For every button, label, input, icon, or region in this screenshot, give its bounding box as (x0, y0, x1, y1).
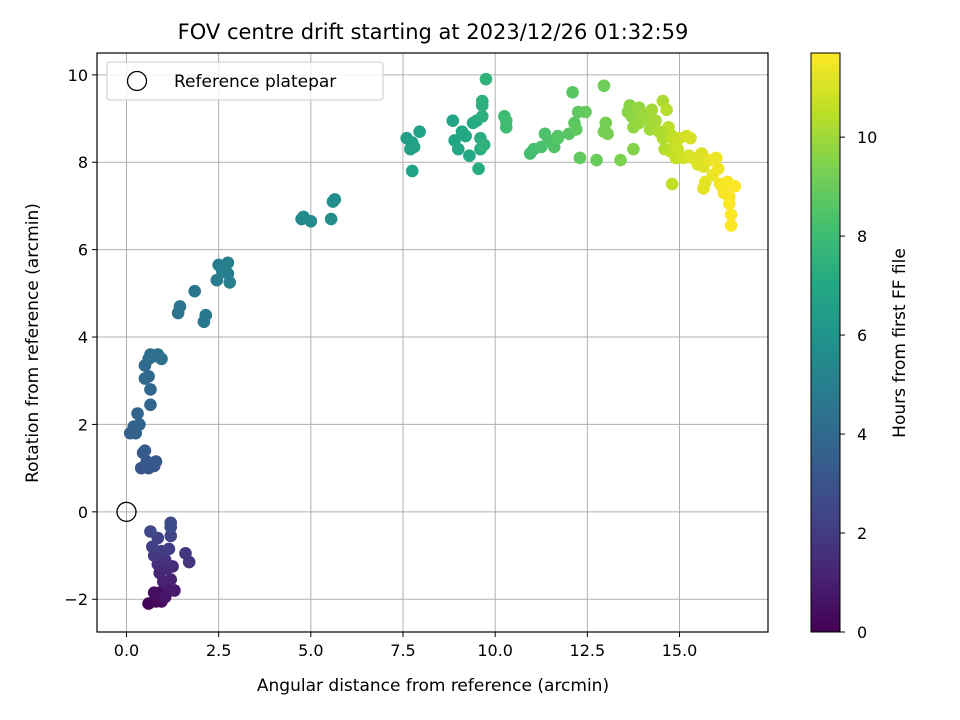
legend-label: Reference platepar (174, 72, 336, 92)
data-point (579, 105, 592, 119)
colorbar-tick-label: 10 (857, 128, 877, 147)
data-point (144, 525, 157, 538)
y-tick-label: −2 (64, 590, 88, 609)
colorbar-tick-label: 0 (857, 623, 867, 642)
colorbar-gradient (810, 52, 841, 633)
data-point (144, 398, 157, 412)
data-point (649, 114, 662, 128)
data-point (573, 151, 587, 165)
data-point (479, 72, 493, 86)
data-point (324, 212, 338, 226)
y-axis-ticks: −2 0 2 4 6 8 10 (64, 66, 97, 609)
data-point (590, 153, 603, 167)
colorbar-tick-label: 2 (857, 524, 867, 543)
x-axis-ticks: 0.0 2.5 5.0 7.5 10.0 12.5 15.0 (114, 632, 698, 660)
colorbar-ticks: 0 2 4 6 8 10 (840, 128, 877, 642)
data-point (645, 103, 659, 117)
data-point (660, 103, 673, 117)
data-point (711, 162, 725, 176)
colorbar-tick-label: 6 (857, 326, 867, 345)
data-point (328, 193, 342, 206)
reference-marker (116, 501, 137, 522)
data-point (155, 352, 168, 366)
data-point (164, 520, 178, 534)
data-point (188, 284, 202, 298)
legend-box (106, 61, 384, 101)
data-point (138, 444, 152, 457)
data-points (123, 72, 742, 610)
data-point (684, 131, 697, 145)
data-point (164, 573, 178, 586)
data-point (728, 179, 742, 193)
data-point (463, 149, 476, 162)
y-tick-label: 6 (78, 241, 88, 260)
data-point (627, 142, 640, 156)
data-point (475, 94, 489, 108)
data-point (168, 584, 181, 597)
data-point (722, 197, 736, 211)
data-point (405, 164, 419, 178)
x-tick-label: 15.0 (662, 641, 698, 660)
colorbar-tick-label: 4 (857, 425, 867, 444)
data-point (601, 127, 614, 141)
y-tick-label: 8 (78, 153, 88, 172)
data-point (665, 177, 679, 191)
data-point (710, 151, 723, 165)
data-point (413, 125, 426, 138)
data-point (599, 116, 613, 130)
data-point (472, 162, 485, 176)
data-point (499, 114, 513, 128)
data-point (142, 370, 155, 383)
data-point (179, 547, 192, 560)
x-axis-label: Angular distance from reference (arcmin) (257, 676, 609, 696)
y-tick-label: 10 (68, 66, 88, 85)
y-axis-label: Rotation from reference (arcmin) (23, 203, 43, 483)
data-point (407, 140, 421, 154)
colorbar-label: Hours from first FF file (890, 248, 910, 438)
legend: Reference platepar (106, 61, 384, 101)
grid-lines (97, 53, 768, 632)
data-point (144, 383, 157, 396)
plot-area (96, 52, 769, 633)
reference-platepar-point (116, 501, 137, 522)
data-point (724, 219, 738, 232)
data-point (566, 86, 579, 99)
x-tick-label: 10.0 (477, 641, 513, 660)
x-tick-label: 2.5 (206, 641, 231, 660)
x-tick-label: 5.0 (298, 641, 323, 660)
data-point (724, 208, 738, 221)
data-point (173, 300, 187, 313)
data-point (199, 308, 213, 322)
x-tick-label: 0.0 (114, 641, 139, 660)
data-point (477, 138, 491, 152)
data-point (164, 529, 178, 543)
data-point (221, 256, 235, 270)
y-tick-label: 2 (78, 415, 88, 434)
legend-marker (126, 70, 148, 92)
x-tick-label: 12.5 (570, 641, 606, 660)
data-point (597, 79, 611, 93)
data-point (304, 214, 318, 228)
colorbar: 0 2 4 6 8 10 Hours from first FF file (810, 52, 910, 642)
y-tick-label: 4 (78, 328, 88, 347)
data-point (446, 114, 460, 128)
data-point (131, 407, 144, 420)
data-point (569, 123, 583, 136)
data-point (149, 455, 163, 468)
x-tick-label: 7.5 (390, 641, 415, 660)
data-point (223, 276, 237, 289)
data-point (162, 542, 176, 556)
data-point (133, 418, 146, 431)
data-point (614, 153, 627, 167)
y-tick-label: 0 (78, 503, 88, 522)
data-point (475, 110, 489, 123)
data-point (459, 129, 472, 143)
data-point (452, 142, 465, 156)
chart-title: FOV centre drift starting at 2023/12/26 … (178, 20, 689, 44)
data-point (551, 129, 565, 143)
colorbar-tick-label: 8 (857, 227, 867, 246)
